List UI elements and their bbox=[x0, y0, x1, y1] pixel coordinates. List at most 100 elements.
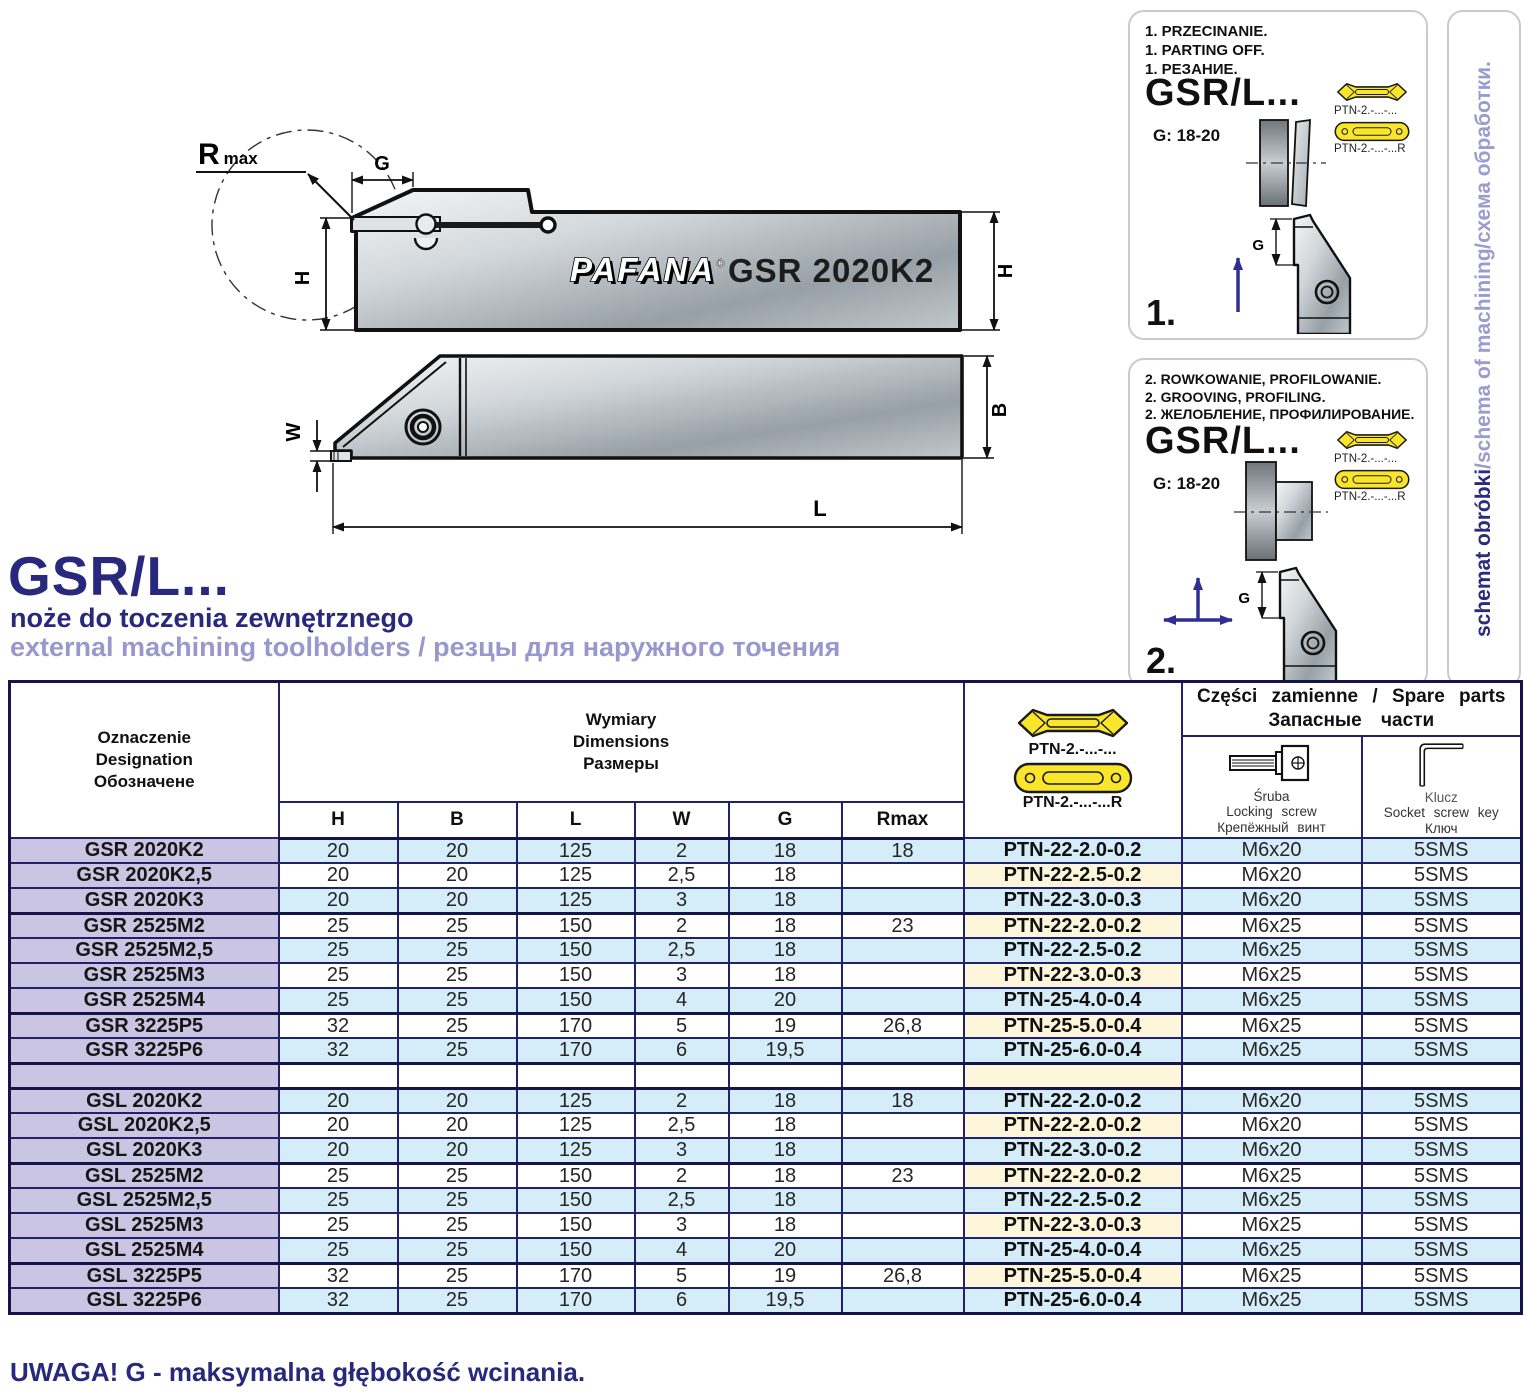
insert-cell: PTN-25-4.0-0.4 bbox=[962, 987, 1183, 1015]
screw-cell: M6x25 bbox=[1180, 912, 1363, 940]
g-cell: 18 bbox=[727, 962, 843, 990]
locking-screw-icon bbox=[1228, 744, 1309, 781]
side-strip-text: schemat obróbki / schema of machining / … bbox=[1472, 60, 1495, 638]
designation-cell: GSL 2525M2,5 bbox=[8, 1187, 280, 1215]
designation-cell: GSR 2525M4 bbox=[8, 987, 280, 1015]
col-header-b: B bbox=[396, 800, 518, 840]
panel1-inserts: PTN-2.-...-... PTN-2.-...-...R bbox=[1334, 80, 1416, 159]
l-cell: 150 bbox=[515, 937, 636, 965]
panel2-line-pl: 2. ROWKOWANIE, PROFILOWANIE. bbox=[1145, 371, 1382, 387]
b-cell: 25 bbox=[396, 987, 518, 1015]
insert-label: PTN-2.-...-... bbox=[1334, 453, 1398, 465]
panel1-headings: 1. PRZECINANIE. 1. PARTING OFF. 1. РЕЗАН… bbox=[1145, 23, 1268, 79]
table-row: GSR 2525M2,5 25 25 150 2,5 18 PTN-22-2.5… bbox=[8, 937, 1523, 965]
insert-cell: PTN-22-2.0-0.2 bbox=[962, 1087, 1183, 1115]
screw-cell: M6x20 bbox=[1180, 837, 1363, 865]
product-table: Oznaczenie Designation Обозначене Wymiar… bbox=[8, 680, 1524, 1315]
designation-cell: GSR 2020K2 bbox=[8, 837, 280, 865]
screw-cell: M6x25 bbox=[1180, 1037, 1363, 1065]
key-cell: 5SMS bbox=[1360, 1037, 1523, 1065]
b-cell: 25 bbox=[396, 1237, 518, 1265]
b-cell: 20 bbox=[396, 862, 518, 890]
insert-icon bbox=[1337, 431, 1407, 449]
l-cell: 150 bbox=[515, 962, 636, 990]
l-cell: 170 bbox=[515, 1012, 636, 1040]
schema-panel-parting: 1. PRZECINANIE. 1. PARTING OFF. 1. РЕЗАН… bbox=[1128, 10, 1428, 340]
panel1-line-ru: 1. РЕЗАНИЕ. bbox=[1145, 60, 1238, 78]
screw-cell: M6x25 bbox=[1180, 1212, 1363, 1240]
rmax-cell bbox=[840, 1212, 965, 1240]
l-cell: 150 bbox=[515, 1237, 636, 1265]
w-cell: 2 bbox=[633, 1087, 730, 1115]
designation-cell: GSR 2525M3 bbox=[8, 962, 280, 990]
insert-cell: PTN-25-6.0-0.4 bbox=[962, 1037, 1183, 1065]
g-cell: 19 bbox=[727, 1262, 843, 1290]
footnote: UWAGA! G - maksymalna głębokość wcinania… bbox=[10, 1357, 586, 1387]
tool-group: G bbox=[1238, 566, 1338, 682]
screw-column-header: Śruba Locking screw Крепёжный винт bbox=[1180, 734, 1363, 840]
h-cell: 20 bbox=[277, 1087, 399, 1115]
rmax-cell bbox=[840, 1037, 965, 1065]
panel1-line-pl: 1. PRZECINANIE. bbox=[1145, 23, 1268, 40]
insert-cell: PTN-25-6.0-0.4 bbox=[962, 1287, 1183, 1315]
key-column-header: Klucz Socket screw key Ключ bbox=[1360, 734, 1523, 840]
screw-cell: M6x25 bbox=[1180, 1162, 1363, 1190]
b-cell: 25 bbox=[396, 1187, 518, 1215]
key-cell: 5SMS bbox=[1360, 1112, 1523, 1140]
b-cell: 25 bbox=[396, 1037, 518, 1065]
screw-cell: M6x20 bbox=[1180, 862, 1363, 890]
key-cell: 5SMS bbox=[1360, 1237, 1523, 1265]
pafana-logo: PAFANA® bbox=[570, 251, 726, 288]
insert-cell: PTN-22-3.0-0.2 bbox=[962, 1137, 1183, 1165]
h-cell: 20 bbox=[277, 862, 399, 890]
key-cell: 5SMS bbox=[1360, 862, 1523, 890]
designation-cell: GSL 2525M4 bbox=[8, 1237, 280, 1265]
table-row: GSL 2525M4 25 25 150 4 20 PTN-25-4.0-0.4… bbox=[8, 1237, 1523, 1265]
designation-cell: GSL 2020K2 bbox=[8, 1087, 280, 1115]
insert-r-label: PTN-2.-...-...R bbox=[1022, 794, 1123, 812]
tool bbox=[1278, 566, 1338, 682]
panel2-line-en: 2. GROOVING, PROFILING. bbox=[1145, 388, 1326, 405]
w-cell: 2 bbox=[633, 1162, 730, 1190]
workpiece-shaft bbox=[1275, 481, 1313, 541]
w-cell: 2,5 bbox=[633, 862, 730, 890]
pafana-logo-shadow: PAFANA bbox=[573, 254, 718, 291]
w-cell: 5 bbox=[633, 1012, 730, 1040]
schema-panel-grooving: 2. ROWKOWANIE, PROFILOWANIE. 2. GROOVING… bbox=[1128, 358, 1428, 688]
table-row: GSR 2525M4 25 25 150 4 20 PTN-25-4.0-0.4… bbox=[8, 987, 1523, 1015]
table-row: GSL 2020K2,5 20 20 125 2,5 18 PTN-22-2.0… bbox=[8, 1112, 1523, 1140]
h-dim-label-right: H bbox=[995, 264, 1017, 278]
l-cell: 125 bbox=[515, 1137, 636, 1165]
rmax-cell bbox=[840, 862, 965, 890]
key-cell: 5SMS bbox=[1360, 1137, 1523, 1165]
table-row: GSL 3225P6 32 25 170 6 19,5 PTN-25-6.0-0… bbox=[8, 1287, 1523, 1315]
h-cell: 20 bbox=[277, 1137, 399, 1165]
panel1-g-range: G: 18-20 bbox=[1153, 126, 1221, 145]
screw-hole-inner bbox=[417, 421, 429, 433]
table-body: GSR 2020K2 20 20 125 2 18 18 PTN-22-2.0-… bbox=[8, 837, 1523, 1315]
designation-cell bbox=[8, 1062, 280, 1090]
b-dim-label: B bbox=[989, 403, 1011, 417]
table-row: GSR 2525M3 25 25 150 3 18 PTN-22-3.0-0.3… bbox=[8, 962, 1523, 990]
insert-cell: PTN-25-5.0-0.4 bbox=[962, 1012, 1183, 1040]
w-cell bbox=[633, 1062, 730, 1090]
screw-cell: M6x20 bbox=[1180, 887, 1363, 915]
key-cell: 5SMS bbox=[1360, 1187, 1523, 1215]
l-cell: 125 bbox=[515, 862, 636, 890]
screw-cell: M6x25 bbox=[1180, 1262, 1363, 1290]
side-strip: schemat obróbki / schema of machining / … bbox=[1447, 10, 1521, 688]
strip-label-pl: schemat obróbki bbox=[1472, 469, 1495, 638]
insert-icon bbox=[1017, 709, 1128, 738]
screw-cell: M6x25 bbox=[1180, 1237, 1363, 1265]
rmax-cell bbox=[840, 1287, 965, 1315]
b-cell: 20 bbox=[396, 1112, 518, 1140]
b-cell: 25 bbox=[396, 1287, 518, 1315]
g-cell: 20 bbox=[727, 1237, 843, 1265]
rmax-cell bbox=[840, 1062, 965, 1090]
col-header-h: H bbox=[277, 800, 399, 840]
w-cell: 2 bbox=[633, 837, 730, 865]
w-dim-label: W bbox=[283, 422, 305, 441]
key-cell: 5SMS bbox=[1360, 1012, 1523, 1040]
